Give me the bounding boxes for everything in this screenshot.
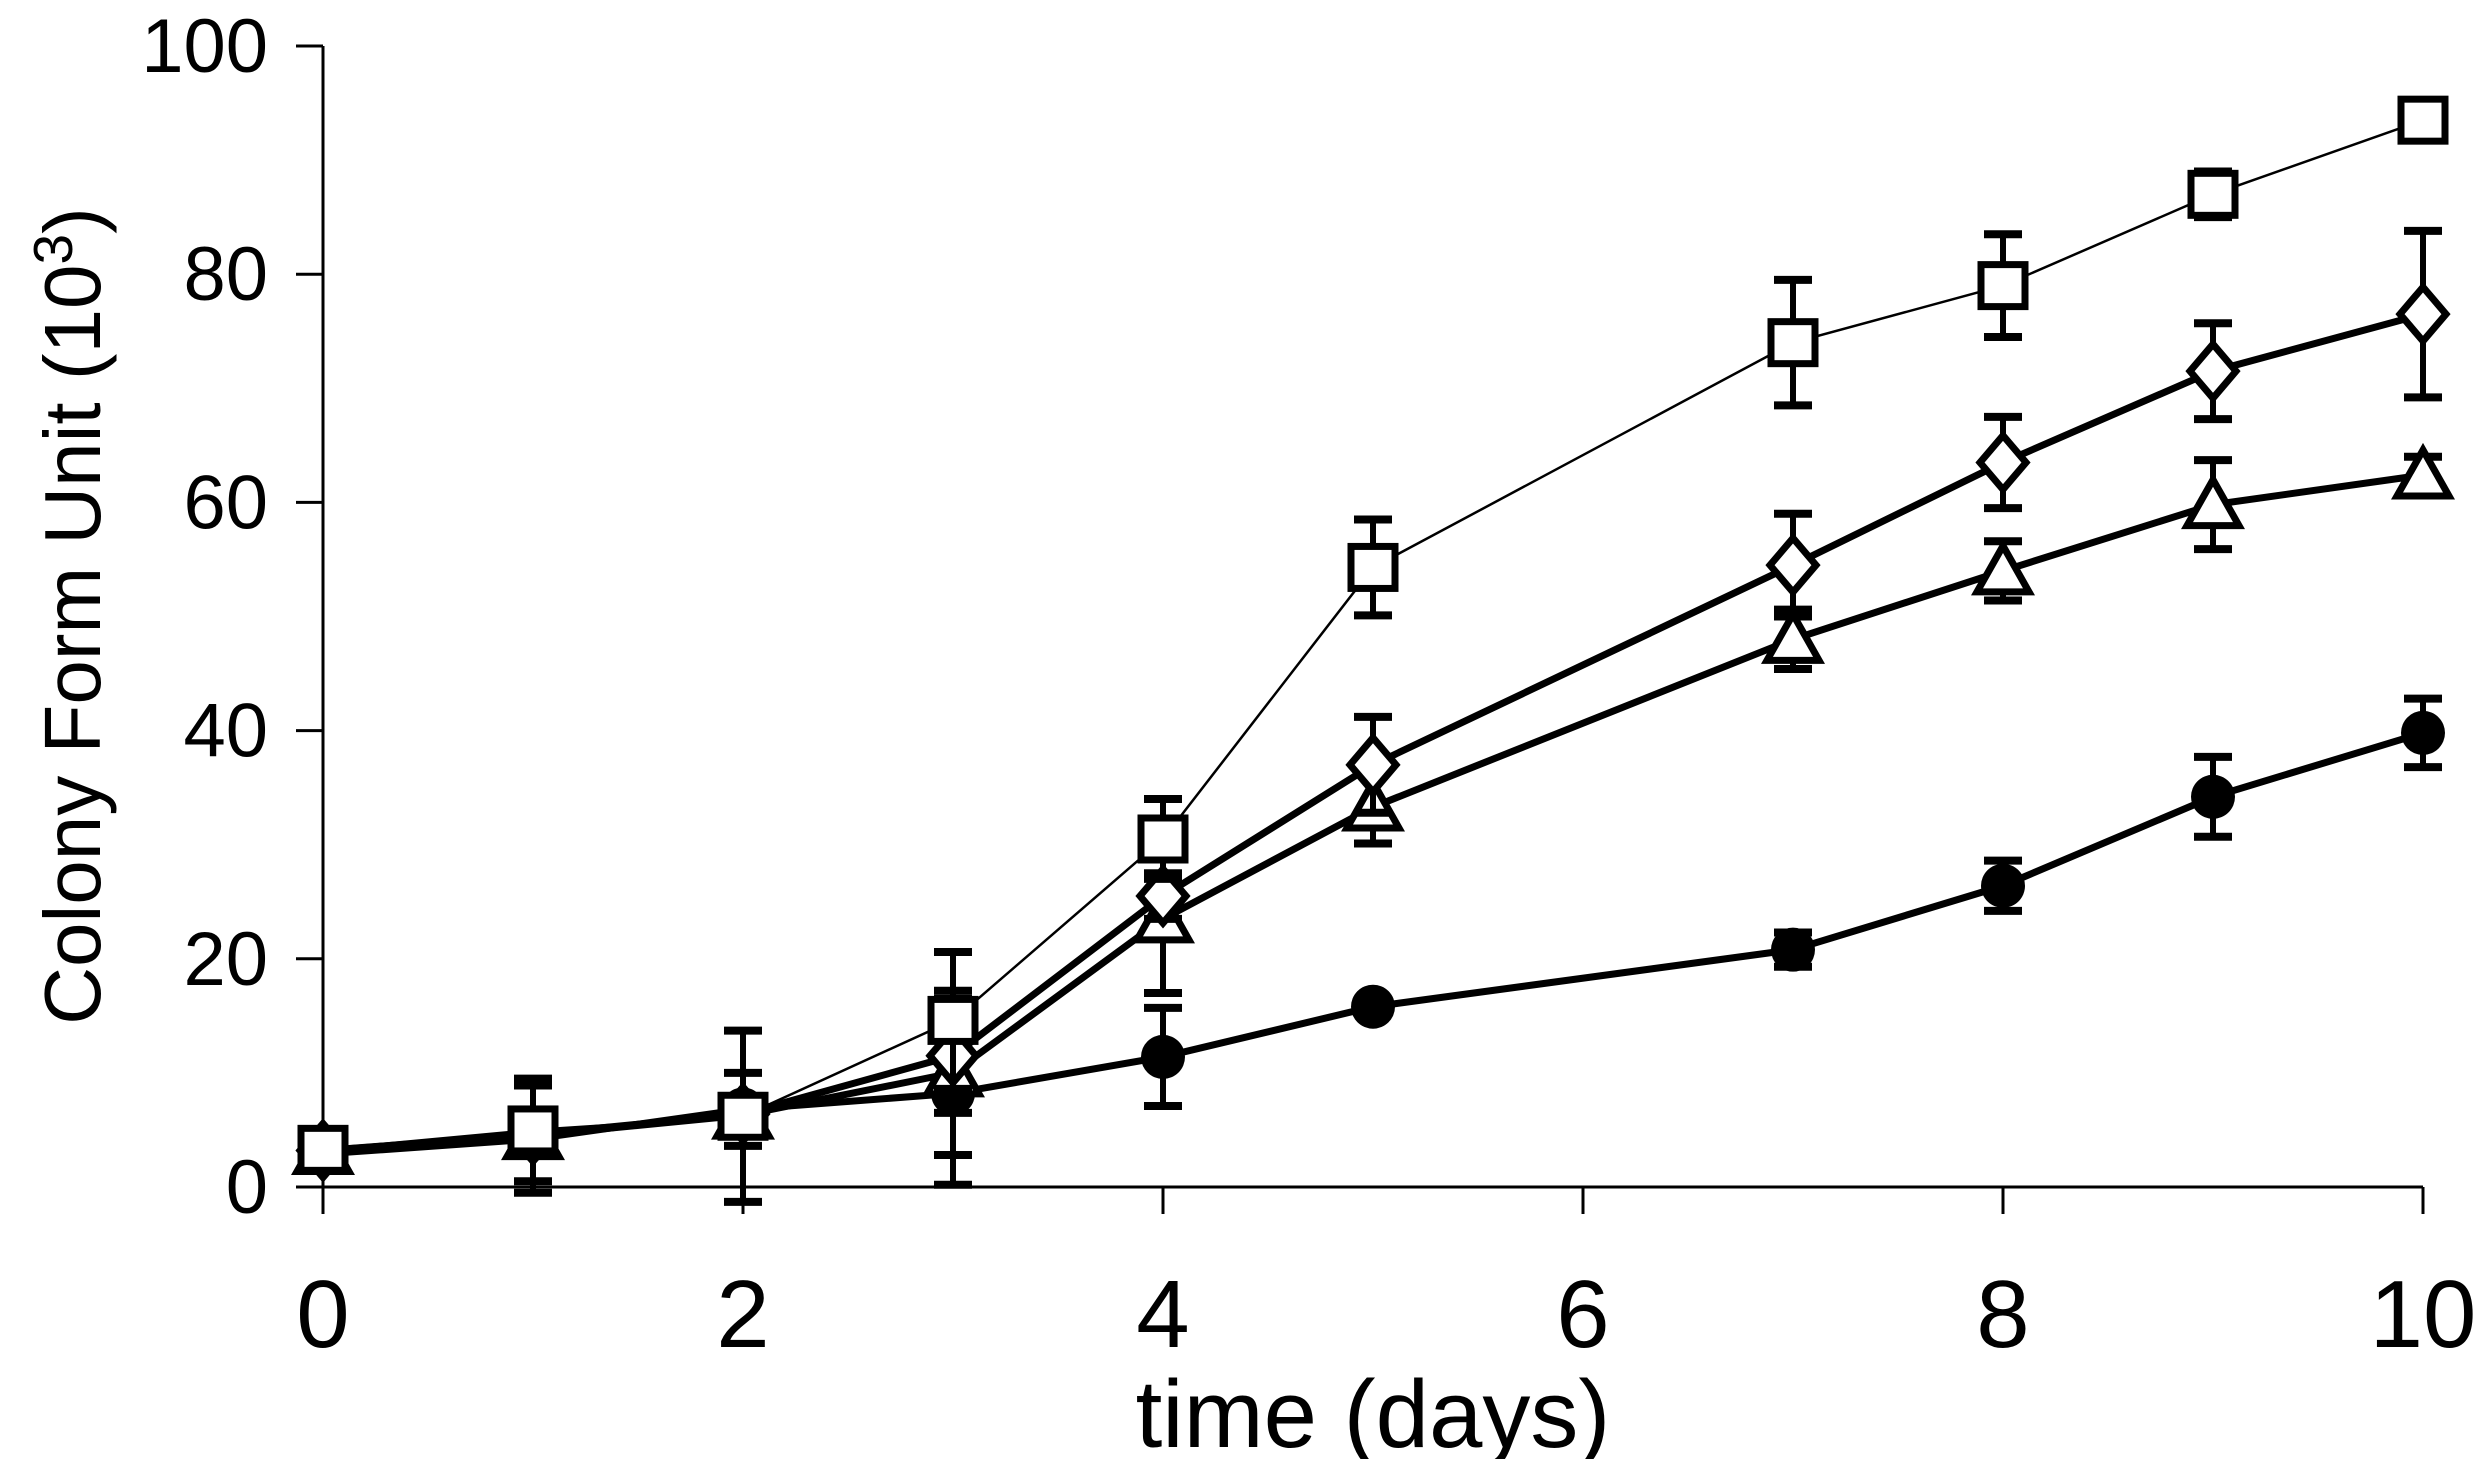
marker-open-triangle	[2181, 472, 2245, 530]
x-tick-label: 10	[2370, 1261, 2474, 1368]
x-tick-label: 4	[1136, 1261, 1189, 1368]
y-axis-title: Colony Form Unit (103)	[22, 207, 117, 1024]
marker-open-square	[2397, 95, 2449, 145]
marker-filled-circle	[1771, 927, 1815, 972]
marker-filled-circle	[1351, 984, 1395, 1029]
series-open-diamond	[295, 226, 2451, 1183]
marker-open-diamond	[1975, 430, 2031, 495]
x-tick-label: 6	[1556, 1261, 1609, 1368]
marker-open-square	[1137, 814, 1189, 864]
y-tick-label: 80	[183, 232, 268, 317]
marker-open-square	[1347, 542, 1399, 592]
y-tick-label: 20	[183, 917, 268, 1002]
y-tick-label: 40	[183, 689, 268, 774]
marker-open-square	[1977, 261, 2029, 311]
marker-open-square	[2187, 169, 2239, 219]
marker-filled-circle	[1141, 1034, 1185, 1079]
axis-titles: time (days) Colony Form Unit (103)	[22, 207, 1610, 1459]
y-tick-label: 100	[141, 4, 268, 89]
marker-filled-circle	[1981, 863, 2025, 908]
x-tick-label: 0	[296, 1261, 349, 1368]
marker-open-triangle	[2391, 442, 2455, 500]
x-axis-title: time (days)	[1136, 1361, 1611, 1459]
marker-open-square	[507, 1105, 559, 1155]
y-tick-label: 0	[226, 1145, 268, 1230]
marker-open-triangle	[1761, 607, 1825, 664]
marker-open-square	[1767, 318, 1819, 368]
marker-filled-circle	[2191, 774, 2235, 819]
marker-open-diamond	[1345, 732, 1401, 798]
x-tick-label: 2	[716, 1261, 769, 1368]
series-open-square	[297, 95, 2449, 1206]
marker-open-diamond	[2185, 338, 2241, 404]
marker-open-square	[297, 1124, 349, 1174]
marker-open-triangle	[1971, 538, 2035, 596]
marker-open-square	[927, 995, 979, 1045]
marker-open-diamond	[1765, 532, 1821, 598]
marker-filled-circle	[2401, 710, 2445, 755]
marker-open-diamond	[2395, 281, 2451, 347]
series-line-open-square	[322, 118, 2424, 1151]
axes: 0 20 40 60 80 100 0 2 4 6 8 10	[141, 4, 2474, 1368]
marker-open-square	[717, 1091, 769, 1141]
y-tick-label: 60	[183, 460, 268, 545]
series	[291, 95, 2455, 1206]
x-tick-label: 8	[1976, 1261, 2029, 1368]
